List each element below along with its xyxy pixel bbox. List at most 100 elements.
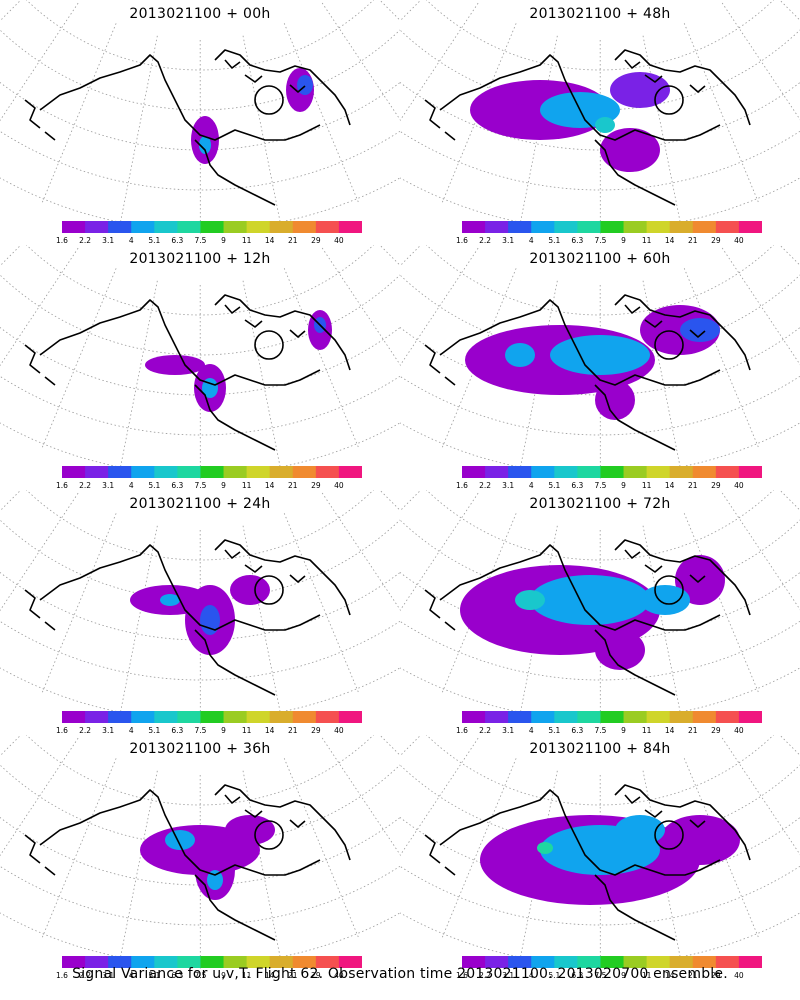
colorbar-tick-label: 11	[641, 726, 652, 735]
colorbar-swatch	[108, 221, 132, 233]
colorbar-swatch	[462, 466, 486, 478]
colorbar-swatch	[62, 466, 86, 478]
colorbar-swatch	[600, 221, 625, 233]
colorbar-labels: 1.6 2.2 3.1 4 5.1 6.3 7.5 9 11 14 21 29 40	[456, 481, 762, 490]
colorbar-swatch	[292, 956, 317, 968]
variance-contour	[595, 630, 645, 670]
colorbar-tick-label: 29	[311, 726, 321, 735]
colorbar-swatch	[531, 466, 555, 478]
colorbar-tick-label: 3.1	[502, 726, 515, 735]
colorbar-swatch	[315, 711, 340, 723]
colorbar-swatch	[577, 711, 601, 723]
map-panel: 2013021100 + 84h 1.6 2.2 3.1 4 5.1 6.3 7.5 9 11 14…	[400, 735, 800, 980]
variance-field	[191, 68, 314, 164]
colorbar-swatch	[600, 956, 625, 968]
colorbar-swatch	[692, 956, 717, 968]
colorbar-tick-label: 6.3	[571, 236, 584, 245]
colorbar-tick-label: 6.3	[571, 481, 584, 490]
colorbar-swatch	[646, 711, 671, 723]
colorbar-swatch	[462, 956, 486, 968]
colorbar-swatch	[692, 221, 717, 233]
colorbar-tick-label: 3.1	[102, 726, 115, 735]
colorbar-tick-label: 5.1	[148, 481, 161, 490]
colorbar-tick-label: 29	[711, 236, 721, 245]
colorbar-tick-label: 11	[641, 971, 652, 980]
colorbar-tick-label: 2.2	[479, 726, 492, 735]
colorbar-tick-label: 9	[621, 236, 626, 245]
map-panel: 2013021100 + 60h 1.6 2.2 3.1 4 5.1 6.3 7.5 9 11 14…	[400, 245, 800, 490]
colorbar-swatch	[177, 221, 201, 233]
colorbar-tick-label: 7.5	[194, 236, 207, 245]
colorbar-swatch	[646, 466, 671, 478]
variance-contour	[160, 594, 180, 606]
variance-contour	[207, 870, 223, 890]
map-panel: 2013021100 + 12h 1.6 2.2 3.1 4 5.1 6.3 7.5 9 11 14…	[0, 245, 400, 490]
colorbar-tick-label: 4	[528, 971, 534, 980]
colorbar-tick-label: 7.5	[594, 236, 607, 245]
variance-contour	[515, 590, 545, 610]
colorbar-swatch	[692, 466, 717, 478]
colorbar-tick-label: 40	[334, 236, 344, 245]
colorbar-tick-label: 11	[241, 481, 252, 490]
colorbar-tick-label: 7.5	[594, 971, 607, 980]
colorbar-tick-label: 40	[734, 726, 744, 735]
colorbar-tick-label: 1.6	[456, 481, 468, 490]
colorbar-swatch	[315, 221, 340, 233]
polar-map	[0, 0, 400, 236]
map-panel: 2013021100 + 00h 1.6 2.2 3.1 4 5.1 6.3 7.5 9 11 14…	[0, 0, 400, 245]
variance-field	[140, 815, 275, 900]
colorbar-tick-label: 14	[264, 481, 275, 490]
coastline	[24, 294, 351, 451]
colorbar-swatch	[508, 466, 532, 478]
colorbar-tick-label: 40	[734, 236, 744, 245]
colorbar-swatch	[177, 711, 201, 723]
colorbar-swatch	[223, 711, 248, 723]
colorbar-swatch	[485, 466, 509, 478]
colorbar-swatch	[246, 956, 271, 968]
colorbar	[62, 711, 362, 723]
panel-title: 2013021100 + 12h	[129, 251, 271, 267]
colorbar-swatch	[554, 711, 578, 723]
variance-contour	[537, 842, 553, 854]
colorbar-tick-label: 14	[664, 236, 675, 245]
colorbar	[462, 466, 762, 478]
variance-field	[465, 305, 720, 420]
panel-title: 2013021100 + 24h	[129, 496, 271, 512]
colorbar-tick-label: 29	[311, 971, 321, 980]
colorbar-swatch	[223, 956, 248, 968]
colorbar-swatch	[292, 466, 317, 478]
colorbar-tick-label: 11	[641, 481, 652, 490]
colorbar-swatch	[738, 221, 762, 233]
colorbar-swatch	[154, 711, 178, 723]
colorbar-swatch	[223, 221, 248, 233]
panel-title: 2013021100 + 00h	[129, 6, 271, 22]
colorbar-tick-label: 7.5	[594, 726, 607, 735]
colorbar-tick-label: 5.1	[548, 236, 561, 245]
colorbar	[462, 711, 762, 723]
panel-title: 2013021100 + 60h	[529, 251, 671, 267]
colorbar-swatch	[108, 956, 132, 968]
colorbar-swatch	[131, 956, 155, 968]
variance-field	[130, 575, 270, 655]
colorbar-swatch	[554, 221, 578, 233]
colorbar-swatch	[200, 466, 225, 478]
variance-contour	[680, 318, 720, 342]
colorbar-swatch	[154, 466, 178, 478]
colorbar-tick-label: 9	[221, 481, 226, 490]
colorbar-swatch	[315, 956, 340, 968]
colorbar	[462, 956, 762, 968]
colorbar-swatch	[131, 221, 155, 233]
coastline	[24, 784, 351, 941]
colorbar-tick-label: 2.2	[79, 236, 92, 245]
map-panel: 2013021100 + 36h 1.6 2.2 3.1 4 5.1 6.3 7.5 9 11 14…	[0, 735, 400, 980]
colorbar-tick-label: 21	[687, 726, 698, 735]
variance-contour	[225, 815, 275, 845]
colorbar-swatch	[531, 221, 555, 233]
variance-contour	[200, 605, 220, 635]
colorbar-swatch	[108, 466, 132, 478]
colorbar-tick-label: 9	[621, 726, 626, 735]
colorbar-swatch	[623, 956, 648, 968]
colorbar-swatch	[85, 466, 109, 478]
colorbar-tick-label: 40	[334, 726, 344, 735]
colorbar-tick-label: 1.6	[56, 726, 68, 735]
